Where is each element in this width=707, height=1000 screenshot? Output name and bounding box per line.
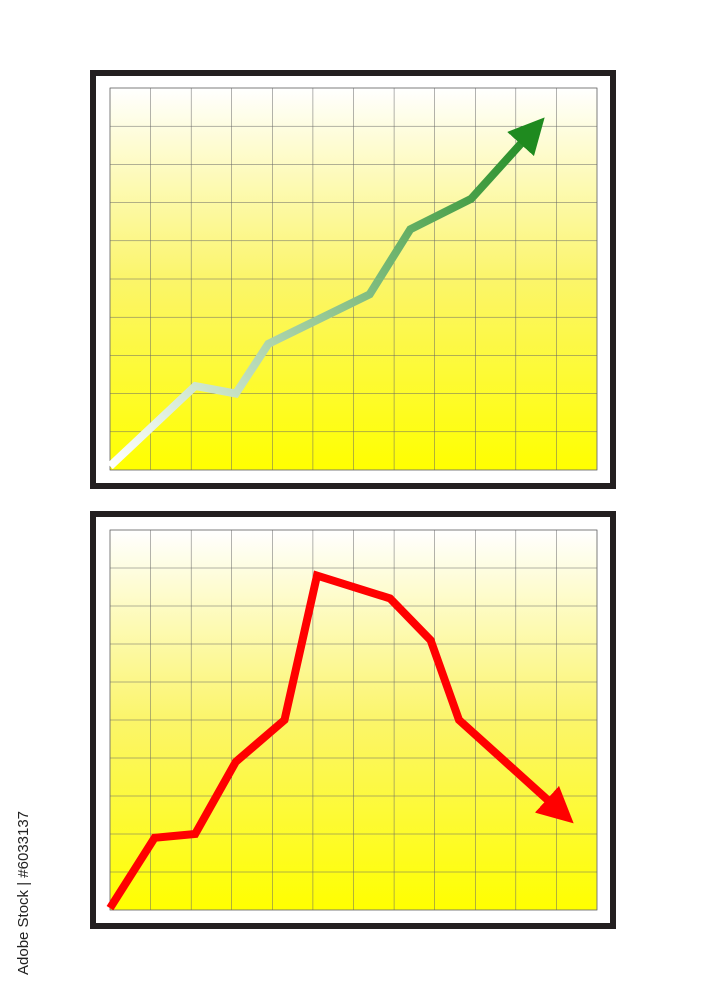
line (106, 570, 574, 911)
credit: Adobe Stock | #6033137 (15, 811, 32, 975)
line (107, 117, 545, 470)
